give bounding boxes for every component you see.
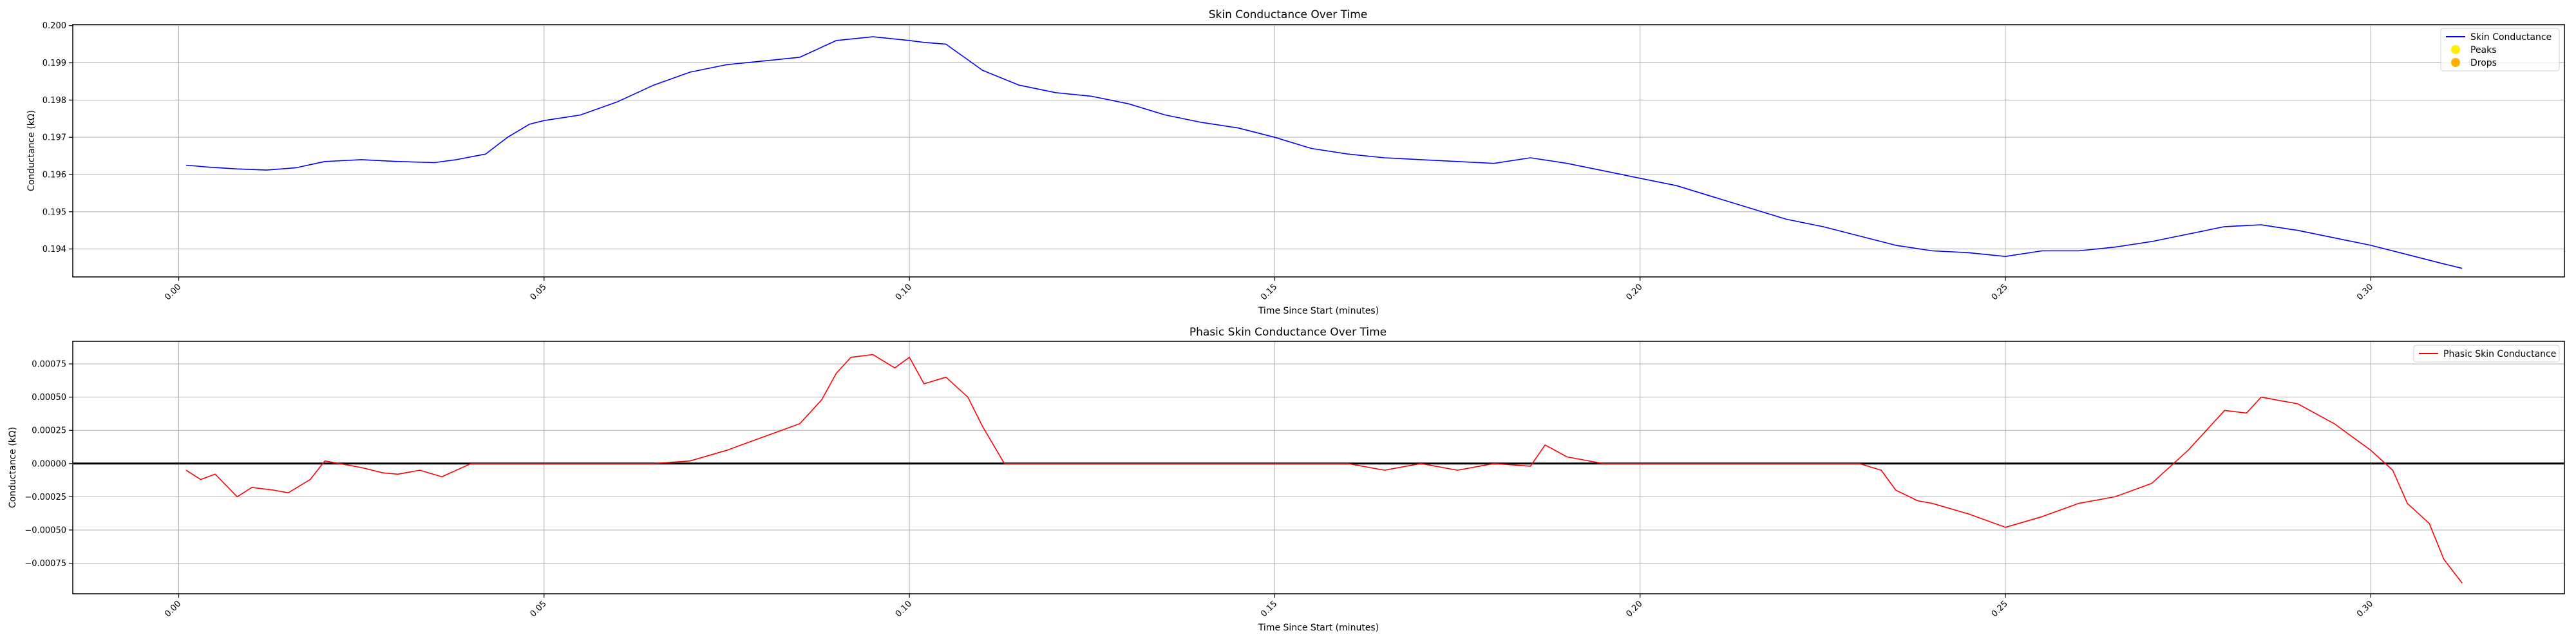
x-tick-label: 0.20 — [1624, 282, 1644, 302]
legend-label: Drops — [2470, 58, 2497, 68]
grid — [73, 24, 2564, 277]
plot-area — [185, 36, 2463, 269]
legend-marker-swatch — [2451, 58, 2460, 67]
x-tick-label: 0.25 — [1990, 599, 2010, 619]
x-tick-label: 0.15 — [1259, 282, 1279, 302]
chart-title: Skin Conductance Over Time — [1209, 8, 1367, 21]
y-tick-label: 0.199 — [43, 59, 66, 68]
legend-box — [2413, 345, 2560, 363]
y-tick-label: 0.00050 — [32, 393, 66, 402]
x-tick-label: 0.30 — [2355, 599, 2375, 619]
y-axis-ticks: 0.194 0.195 0.196 0.197 0.198 0.199 0.200 — [43, 21, 73, 254]
y-tick-label: 0.00075 — [32, 360, 66, 370]
grid — [73, 341, 2564, 594]
x-tick-label: 0.00 — [163, 599, 183, 619]
legend: Phasic Skin Conductance — [2413, 345, 2560, 363]
x-tick-label: 0.20 — [1624, 599, 1644, 619]
x-tick-label: 0.25 — [1990, 282, 2010, 302]
y-tick-label: −0.00075 — [24, 559, 66, 569]
legend-label: Skin Conductance — [2470, 32, 2552, 43]
x-axis-ticks: 0.00 0.05 0.10 0.15 0.20 0.25 0.30 — [163, 594, 2375, 619]
x-tick-label: 0.30 — [2355, 282, 2375, 302]
y-tick-label: 0.00000 — [32, 459, 66, 469]
series-line — [185, 36, 2463, 269]
chart-phasic-skin-conductance: Phasic Skin Conductance Over Time 0.00 0.… — [8, 326, 2565, 633]
plot-area — [73, 354, 2564, 583]
chart-skin-conductance: Skin Conductance Over Time 0.00 0.05 0.10 0… — [26, 8, 2565, 316]
y-axis-ticks: −0.00075 −0.00050 −0.00025 0.00000 0.00025 0.… — [24, 360, 73, 569]
x-axis-label: Time Since Start (minutes) — [1258, 623, 1379, 633]
y-tick-label: 0.194 — [43, 245, 66, 254]
x-tick-label: 0.10 — [894, 599, 914, 619]
y-tick-label: 0.197 — [43, 133, 66, 143]
y-tick-label: 0.200 — [43, 21, 66, 31]
y-tick-label: 0.198 — [43, 96, 66, 106]
axes-frame — [72, 341, 2565, 594]
y-tick-label: 0.00025 — [32, 426, 66, 436]
x-axis-label: Time Since Start (minutes) — [1258, 306, 1379, 316]
legend-label: Phasic Skin Conductance — [2443, 349, 2556, 359]
series-line — [185, 354, 2463, 583]
y-axis-label: Conductance (kΩ) — [8, 427, 18, 508]
y-tick-label: 0.196 — [43, 171, 66, 180]
x-tick-label: 0.05 — [529, 282, 549, 302]
x-tick-label: 0.00 — [163, 282, 183, 302]
chart-title: Phasic Skin Conductance Over Time — [1189, 326, 1387, 339]
legend: Skin Conductance Peaks Drops — [2440, 28, 2560, 71]
legend-marker-swatch — [2451, 45, 2460, 54]
legend-box — [2440, 28, 2560, 71]
legend-label: Peaks — [2470, 45, 2497, 55]
x-axis-ticks: 0.00 0.05 0.10 0.15 0.20 0.25 0.30 — [163, 277, 2375, 302]
y-tick-label: 0.195 — [43, 207, 66, 217]
axes-frame — [72, 24, 2565, 278]
y-tick-label: −0.00025 — [24, 493, 66, 502]
y-tick-label: −0.00050 — [24, 526, 66, 535]
x-tick-label: 0.10 — [894, 282, 914, 302]
x-tick-label: 0.15 — [1259, 599, 1279, 619]
y-axis-label: Conductance (kΩ) — [26, 110, 37, 191]
x-tick-label: 0.05 — [529, 599, 549, 619]
